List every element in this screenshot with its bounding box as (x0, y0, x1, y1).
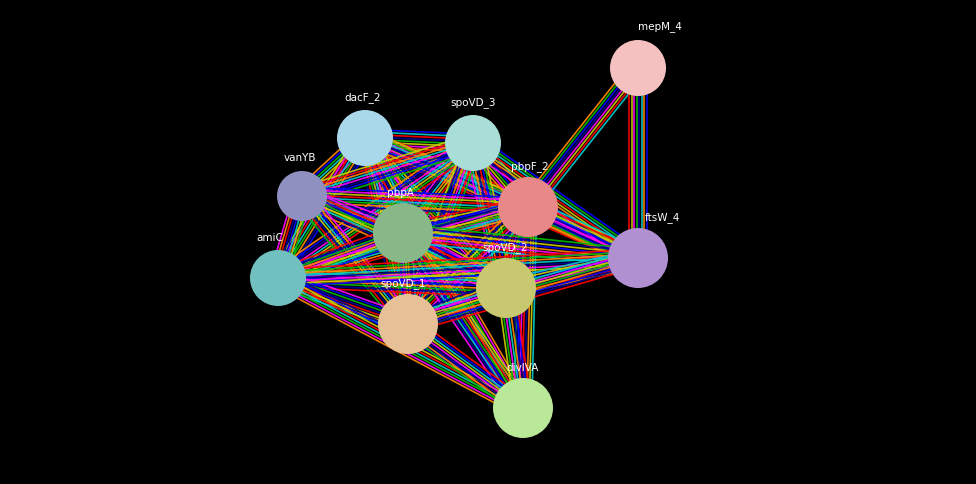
Circle shape (373, 203, 433, 263)
Text: amiC: amiC (257, 233, 283, 243)
Text: pbpF_2: pbpF_2 (511, 161, 549, 172)
Circle shape (493, 378, 553, 438)
Circle shape (445, 115, 501, 171)
Text: divIVA: divIVA (507, 363, 539, 373)
Circle shape (277, 171, 327, 221)
Circle shape (337, 110, 393, 166)
Text: spoVD_3: spoVD_3 (450, 97, 496, 108)
Text: ftsW_4: ftsW_4 (645, 212, 680, 223)
Circle shape (250, 250, 306, 306)
Circle shape (476, 258, 536, 318)
Circle shape (498, 177, 558, 237)
Text: dacF_2: dacF_2 (345, 92, 382, 103)
Circle shape (608, 228, 668, 288)
Text: spoVD_1: spoVD_1 (381, 278, 426, 289)
Circle shape (610, 40, 666, 96)
Text: pbpA: pbpA (386, 188, 414, 198)
Text: mepM_4: mepM_4 (638, 21, 682, 32)
Circle shape (378, 294, 438, 354)
Text: spoVD_2: spoVD_2 (482, 242, 528, 253)
Text: vanYB: vanYB (284, 153, 316, 163)
